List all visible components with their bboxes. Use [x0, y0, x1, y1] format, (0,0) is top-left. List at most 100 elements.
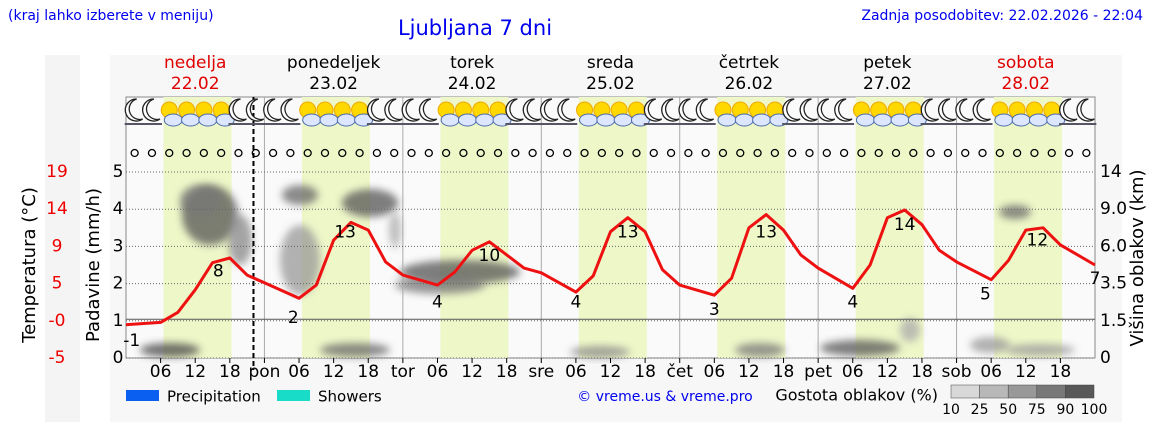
cloud-icon [1011, 113, 1031, 127]
cloud-blob [570, 346, 630, 358]
wind-calm [909, 148, 918, 158]
wind-calm [234, 148, 243, 158]
daylight-band [301, 97, 370, 358]
moon-icon [384, 98, 403, 122]
cloud-icon [855, 113, 875, 127]
temp-value-label: 2 [288, 308, 299, 328]
temp-value-label: -1 [123, 331, 140, 351]
x-tick-label: pet [804, 362, 832, 382]
cloud-icon [319, 113, 339, 127]
x-tick-label: 06 [427, 362, 449, 382]
wind-calm [822, 148, 831, 158]
day-name: torek [450, 53, 494, 73]
moon-icon [955, 98, 974, 122]
moon-icon [937, 98, 957, 122]
x-tick-label: 06 [288, 362, 310, 382]
cloud-blob [389, 212, 401, 248]
temp-value-label: 13 [755, 223, 777, 243]
wind-calm [753, 148, 762, 158]
y-tick-label: 3 [113, 236, 124, 256]
x-tick-label: 12 [600, 362, 622, 382]
wind-calm [666, 148, 676, 158]
wind-calm [528, 148, 537, 158]
precip-axis-label: Padavine (mm/h) [83, 188, 104, 342]
moon-icon [661, 98, 680, 122]
temp-value-label: 7 [1090, 269, 1101, 289]
temp-tick-label: -5 [49, 348, 66, 368]
cloud-icon [717, 113, 737, 127]
temp-value-label: 3 [709, 300, 720, 320]
day-date: 26.02 [725, 74, 774, 94]
cloud-icon [613, 113, 633, 127]
cloud-blob [282, 185, 318, 205]
wind-calm [424, 148, 433, 158]
wind-calm [459, 148, 468, 158]
wind-calm [441, 148, 451, 158]
x-tick-label: 12 [323, 362, 345, 382]
wind-calm [476, 148, 485, 158]
cloud-blob [820, 340, 900, 356]
wind-calm [182, 148, 191, 158]
temp-value-label: 5 [980, 285, 991, 305]
moon-icon [142, 98, 161, 122]
x-tick-label: 18 [496, 362, 518, 382]
legend-swatch [277, 390, 310, 401]
cloud-blob [280, 225, 320, 295]
day-date: 28.02 [1001, 74, 1050, 94]
wind-calm [891, 148, 901, 158]
moon-icon [816, 98, 836, 122]
temp-tick-label: 14 [46, 199, 68, 219]
x-tick-label: 06 [565, 362, 587, 382]
day-date: 25.02 [586, 74, 635, 94]
wind-calm [251, 148, 260, 158]
wind-calm [805, 148, 814, 158]
x-tick-label: čet [666, 362, 693, 382]
x-tick-label: 06 [980, 362, 1002, 382]
temp-tick-label: 5 [52, 274, 63, 294]
x-tick-label: 12 [738, 362, 760, 382]
wind-calm [130, 148, 139, 158]
temp-tick-label: -0 [49, 311, 66, 331]
wind-calm [338, 148, 347, 158]
wind-calm [320, 148, 330, 158]
subtitle: (kraj lahko izberete v meniju) [8, 8, 214, 24]
temp-tick-label: 9 [52, 236, 63, 256]
wind-calm [147, 148, 157, 158]
moon-icon [124, 98, 144, 122]
moon-icon [522, 98, 542, 122]
temp-value-label: 10 [479, 246, 501, 266]
daylight-band [578, 97, 647, 358]
x-tick-label: 12 [1015, 362, 1037, 382]
wind-calm [857, 148, 866, 158]
wind-calm [355, 148, 364, 158]
y-tick-label: 4 [113, 199, 124, 219]
moon-icon [557, 98, 576, 122]
wind-calm [718, 148, 728, 158]
day-date: 24.02 [448, 74, 497, 94]
cloud-blob [228, 215, 252, 265]
day-name: četrtek [719, 53, 780, 73]
cloud-scale-cell [950, 384, 980, 399]
temp-value-label: 13 [617, 223, 639, 243]
cloud-icon [302, 113, 322, 127]
legend-swatch [126, 390, 159, 401]
wind-calm [649, 148, 658, 158]
moon-icon [263, 98, 282, 122]
x-tick-label: 18 [773, 362, 795, 382]
cloud-blob [342, 189, 398, 217]
moon-icon [782, 98, 801, 122]
daylight-band [855, 97, 924, 358]
temp-value-label: 14 [894, 215, 916, 235]
x-tick-label: 06 [704, 362, 726, 382]
wind-calm [580, 148, 589, 158]
wind-calm [199, 148, 209, 158]
cloud-icon [596, 113, 616, 127]
wind-calm [632, 148, 641, 158]
cloud-scale-tick: 25 [971, 402, 989, 418]
cloud-icon [163, 113, 183, 127]
moon-icon [643, 98, 663, 122]
cloud-blob [320, 343, 390, 357]
wind-calm [1047, 148, 1056, 158]
